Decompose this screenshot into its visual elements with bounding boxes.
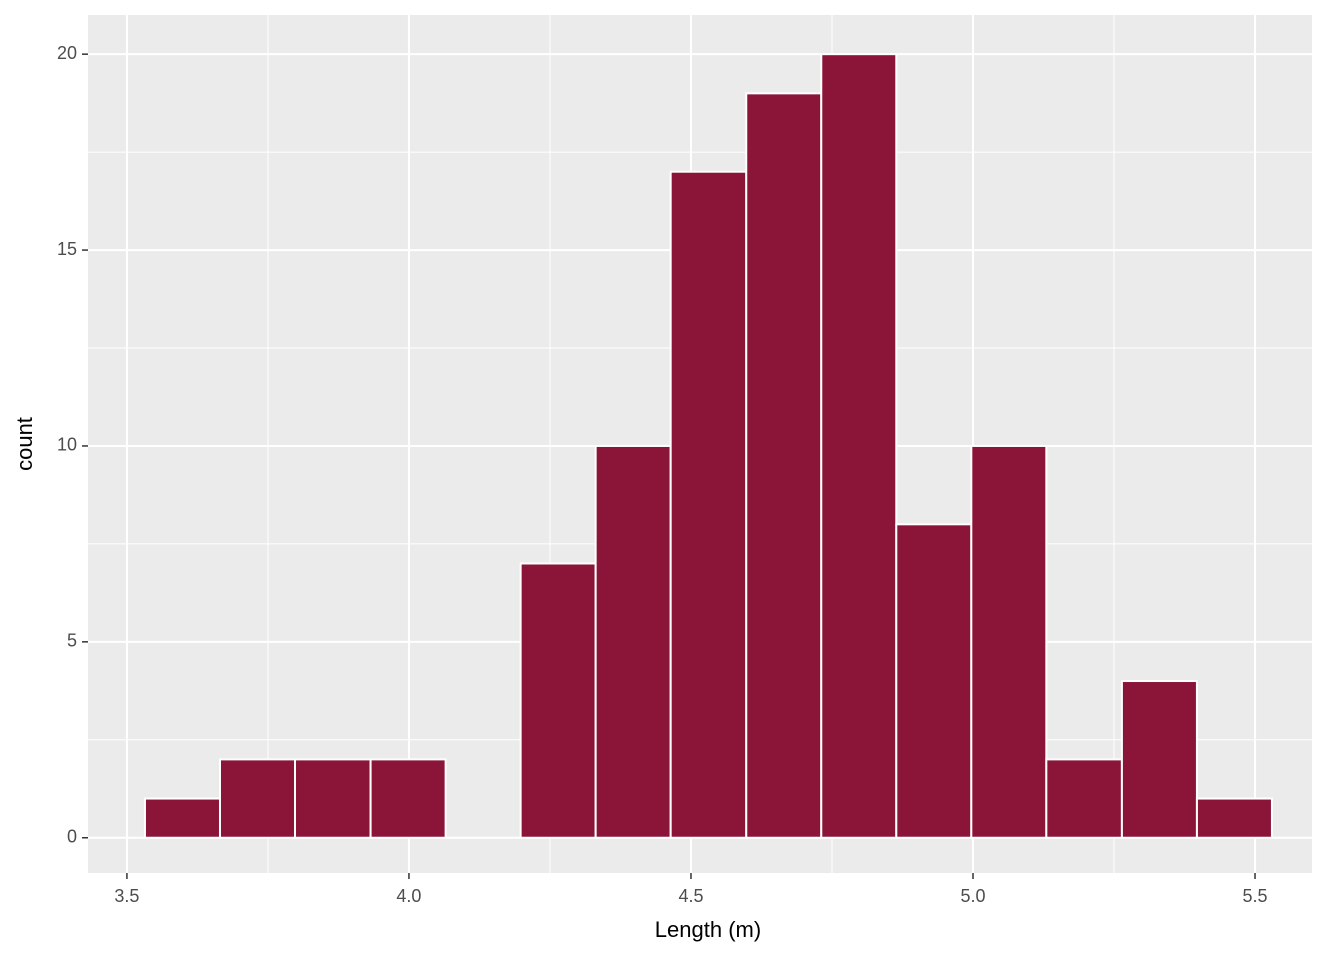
histogram-bar bbox=[820, 53, 898, 839]
histogram-bar bbox=[519, 562, 597, 839]
histogram-bar bbox=[369, 758, 447, 839]
x-tick-label: 3.5 bbox=[114, 886, 139, 906]
histogram-bar bbox=[745, 92, 823, 839]
y-tick-label: 0 bbox=[67, 826, 77, 846]
histogram-bar bbox=[970, 444, 1048, 839]
histogram-bar bbox=[1045, 758, 1123, 839]
histogram-bar bbox=[294, 758, 372, 839]
x-tick-label: 5.5 bbox=[1243, 886, 1268, 906]
histogram-bar bbox=[669, 170, 748, 839]
histogram-bar bbox=[143, 797, 221, 839]
y-tick-label: 5 bbox=[67, 631, 77, 651]
y-tick-label: 10 bbox=[57, 435, 77, 455]
x-tick-label: 5.0 bbox=[960, 886, 985, 906]
histogram-bar bbox=[895, 523, 973, 839]
histogram-bar bbox=[1120, 680, 1198, 839]
y-tick-label: 15 bbox=[57, 239, 77, 259]
x-axis-title: Length (m) bbox=[655, 917, 761, 942]
x-tick-label: 4.5 bbox=[678, 886, 703, 906]
y-axis-title: count bbox=[12, 417, 37, 471]
histogram-bar bbox=[594, 444, 672, 839]
x-tick-label: 4.0 bbox=[396, 886, 421, 906]
histogram-bar bbox=[1195, 797, 1273, 839]
histogram-bar bbox=[218, 758, 297, 839]
y-tick-label: 20 bbox=[57, 43, 77, 63]
